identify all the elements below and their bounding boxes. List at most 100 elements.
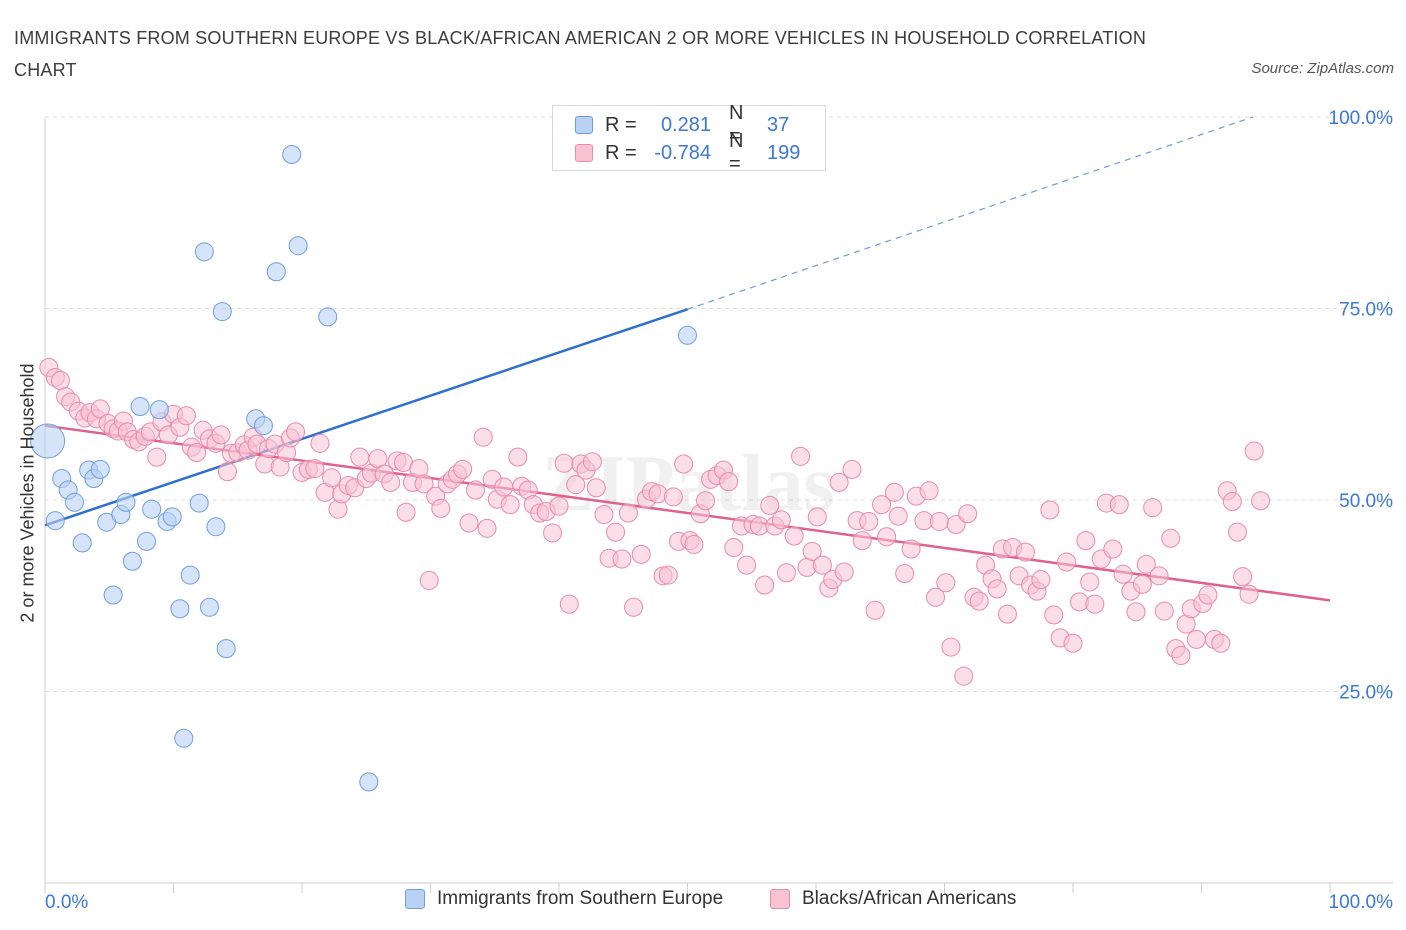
data-point <box>877 527 897 547</box>
data-point <box>359 772 379 792</box>
data-point <box>724 537 744 557</box>
data-point <box>895 564 915 584</box>
data-point <box>719 472 739 492</box>
legend-label: Immigrants from Southern Europe <box>437 888 724 909</box>
data-point <box>1040 500 1060 520</box>
data-point <box>1136 554 1156 574</box>
data-point <box>888 506 908 526</box>
data-point <box>829 472 849 492</box>
data-point <box>381 472 401 492</box>
legend-swatch-blue <box>405 889 425 909</box>
y-tick-label: 100.0% <box>1329 108 1394 129</box>
data-point <box>559 594 579 614</box>
data-point <box>305 459 325 479</box>
data-point <box>174 728 194 748</box>
data-point <box>936 573 956 593</box>
data-point <box>852 531 872 551</box>
r-value: 0.281 <box>660 113 711 136</box>
data-point <box>1063 633 1083 653</box>
data-point <box>807 507 827 527</box>
trend-line-southern-europe <box>44 308 688 527</box>
y-tick-label: 25.0% <box>1339 683 1393 704</box>
data-point <box>318 307 338 327</box>
data-point <box>1076 531 1096 551</box>
data-point <box>1171 645 1191 665</box>
data-point <box>543 523 563 543</box>
data-point <box>176 406 196 426</box>
data-point <box>919 481 939 501</box>
data-point <box>648 484 668 504</box>
data-point <box>586 478 606 498</box>
data-point <box>90 459 110 479</box>
data-point <box>1239 584 1259 604</box>
data-point <box>477 518 497 538</box>
data-point <box>431 498 451 518</box>
data-point <box>926 587 946 607</box>
data-point <box>50 371 70 391</box>
data-point <box>1227 522 1247 542</box>
data-point <box>1222 492 1242 512</box>
data-point <box>194 242 214 262</box>
data-point <box>465 480 485 500</box>
data-point <box>941 637 961 657</box>
data-point <box>884 482 904 502</box>
n-label: N = <box>729 102 744 147</box>
legend-item-southern-europe[interactable]: Immigrants from Southern Europe <box>405 888 723 910</box>
data-point <box>180 565 200 585</box>
n-value: 37 <box>767 113 790 136</box>
axes <box>44 118 1393 893</box>
data-point <box>72 533 92 553</box>
series-southern-europe-points <box>30 145 697 792</box>
data-point <box>1161 528 1181 548</box>
data-point <box>791 446 811 466</box>
x-tick-label: 0.0% <box>45 892 88 913</box>
legend-swatch-pink <box>770 889 790 909</box>
data-point <box>414 474 434 494</box>
data-point <box>784 526 804 546</box>
data-point <box>494 477 514 497</box>
data-point <box>755 575 775 595</box>
data-point <box>1044 605 1064 625</box>
data-point <box>684 534 704 554</box>
data-point <box>1211 633 1231 653</box>
data-point <box>929 511 949 531</box>
data-point <box>1154 601 1174 621</box>
data-point <box>130 397 150 417</box>
data-point <box>419 570 439 590</box>
data-point <box>695 491 715 511</box>
data-point <box>500 495 520 515</box>
data-point <box>286 422 306 442</box>
data-point <box>65 492 85 512</box>
stats-row-blacks: R = -0.784 N = 199 <box>575 130 801 175</box>
data-point <box>594 505 614 525</box>
data-point <box>1251 491 1271 511</box>
data-point <box>872 495 892 515</box>
data-point <box>1080 572 1100 592</box>
data-point <box>663 487 683 507</box>
data-point <box>1198 585 1218 605</box>
data-point <box>859 511 879 531</box>
n-value: 199 <box>767 141 801 164</box>
r-label: R = <box>605 113 637 136</box>
data-point <box>958 504 978 524</box>
data-point <box>1186 629 1206 649</box>
data-point <box>310 433 330 453</box>
data-point <box>1015 542 1035 562</box>
data-point <box>30 423 66 459</box>
watermark: ZIPatlas <box>541 440 834 528</box>
data-point <box>658 565 678 585</box>
data-point <box>137 531 157 551</box>
data-point <box>901 539 921 559</box>
data-point <box>322 468 342 488</box>
y-tick-label: 50.0% <box>1339 491 1393 512</box>
stats-row-southern-europe: R = 0.281 N = 37 <box>575 102 790 147</box>
data-point <box>211 425 231 445</box>
data-point <box>45 511 65 531</box>
data-point <box>771 510 791 530</box>
data-point <box>116 492 136 512</box>
legend-item-blacks[interactable]: Blacks/African Americans <box>770 888 1016 910</box>
stats-legend: R = 0.281 N = 37 R = -0.784 N = 199 <box>552 102 826 175</box>
trend-extension-southern-europe <box>687 116 1254 310</box>
data-point <box>802 541 822 561</box>
